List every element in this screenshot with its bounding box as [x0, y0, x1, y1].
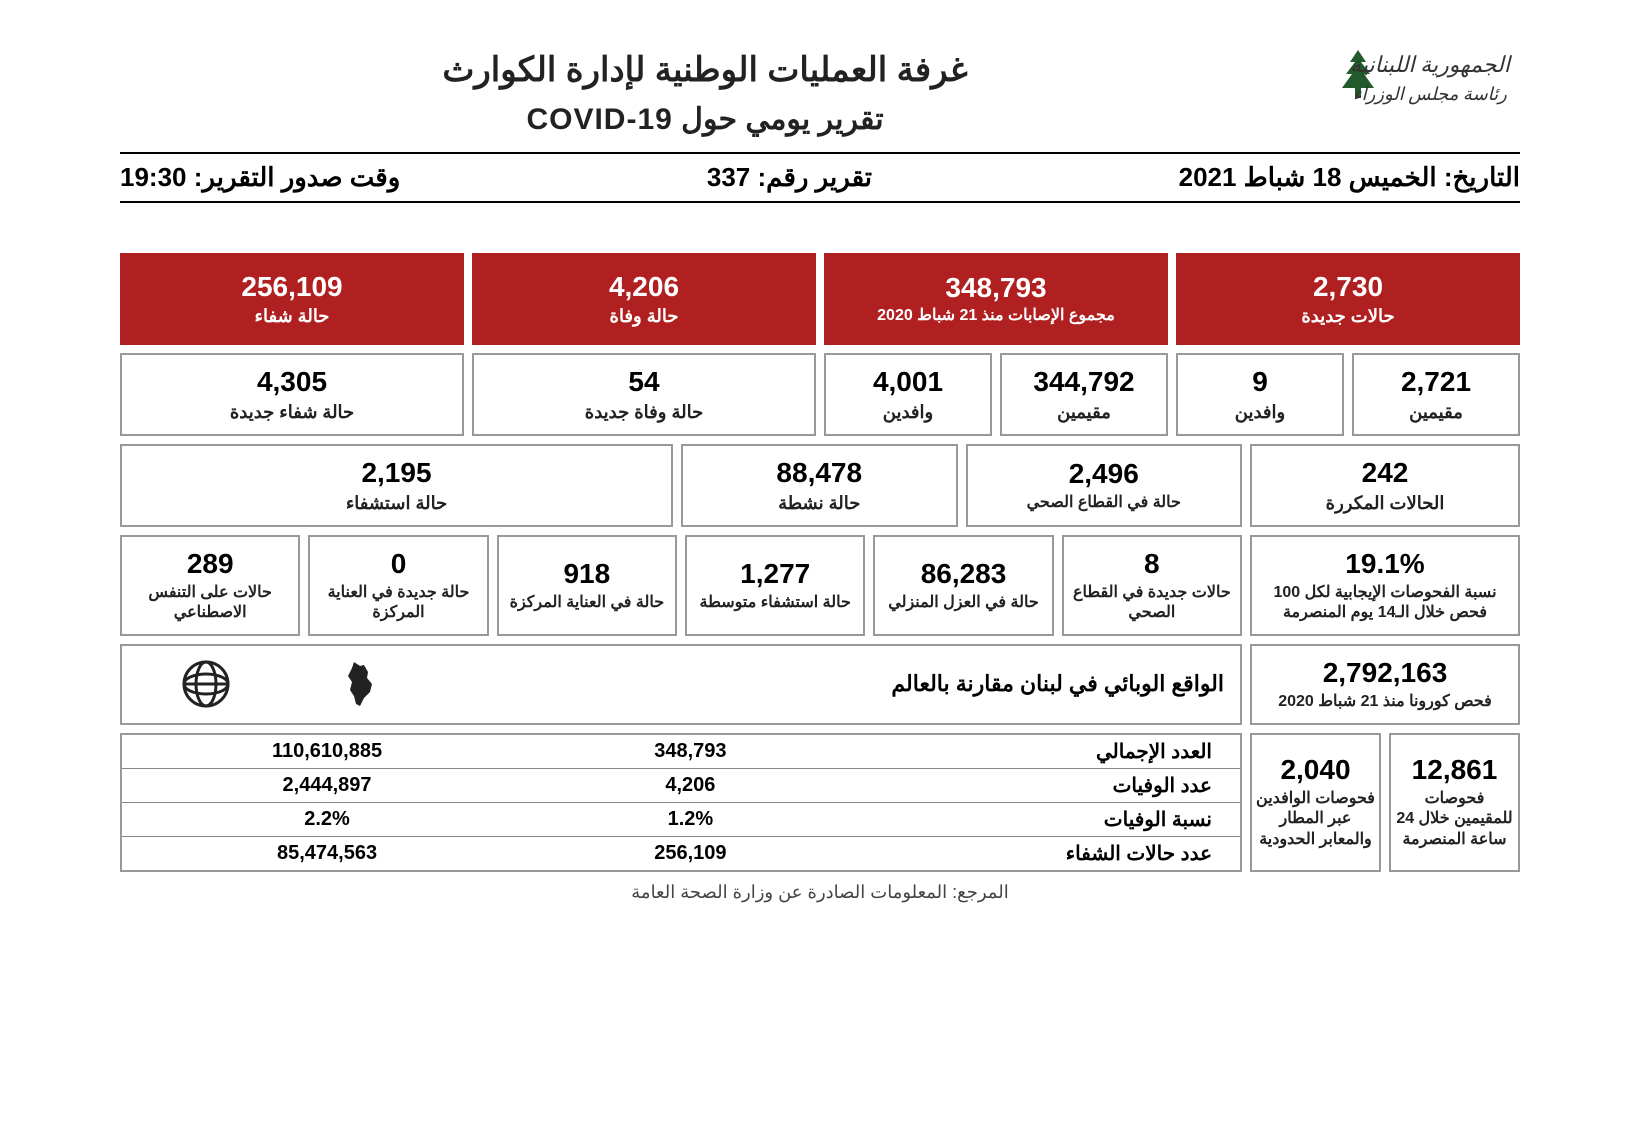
meta-bar: التاريخ: الخميس 18 شباط 2021 تقرير رقم: …	[120, 152, 1520, 203]
page-title-2: تقرير يومي حول COVID-19	[120, 102, 1290, 137]
globe-icon	[178, 656, 234, 712]
card-home-iso: 86,283 حالة في العزل المنزلي	[873, 535, 1053, 636]
card-new-cases: 2,730 حالات جديدة	[1176, 253, 1520, 345]
card-new-icu: 0 حالة جديدة في العناية المركزة	[308, 535, 488, 636]
card-hospitalized: 2,195 حالة استشفاء	[120, 444, 673, 527]
logo-text-1: الجمهورية اللبنانية	[1350, 52, 1513, 78]
table-row: عدد الوفيات4,2062,444,897	[122, 768, 1240, 802]
lebanon-gov-logo: الجمهورية اللبنانية رئاسة مجلس الوزراء	[1320, 40, 1520, 130]
card-recoveries: 256,109 حالة شفاء	[120, 253, 464, 345]
table-row: العدد الإجمالي348,793110,610,885	[122, 735, 1240, 769]
card-health-sector: 2,496 حالة في القطاع الصحي	[966, 444, 1243, 527]
card-new-health-sector: 8 حالات جديدة في القطاع الصحي	[1062, 535, 1242, 636]
table-row: عدد حالات الشفاء256,10985,474,563	[122, 836, 1240, 870]
footer-source: المرجع: المعلومات الصادرة عن وزارة الصحة…	[120, 882, 1520, 903]
card-new-recoveries: 4,305 حالة شفاء جديدة	[120, 353, 464, 436]
card-deaths: 4,206 حالة وفاة	[472, 253, 816, 345]
card-tests-arrivals: 2,040 فحوصات الوافدين عبر المطار والمعاب…	[1250, 733, 1381, 872]
logo-text-2: رئاسة مجلس الوزراء	[1353, 84, 1507, 105]
card-new-residents: 2,721 مقيمين	[1352, 353, 1520, 436]
card-total-cases: 348,793 مجموع الإصابات منذ 21 شباط 2020	[824, 253, 1168, 345]
card-active: 88,478 حالة نشطة	[681, 444, 958, 527]
table-row: نسبة الوفيات1.2%2.2%	[122, 802, 1240, 836]
world-compare-header: الواقع الوبائي في لبنان مقارنة بالعالم	[120, 644, 1242, 724]
card-icu: 918 حالة في العناية المركزة	[497, 535, 677, 636]
card-new-deaths: 54 حالة وفاة جديدة	[472, 353, 816, 436]
card-total-residents: 344,792 مقيمين	[1000, 353, 1168, 436]
card-hosp-moderate: 1,277 حالة استشفاء متوسطة	[685, 535, 865, 636]
page-title-1: غرفة العمليات الوطنية لإدارة الكوارث	[120, 50, 1290, 90]
card-total-tests: 2,792,163 فحص كورونا منذ 21 شباط 2020	[1250, 644, 1520, 724]
lebanon-icon	[334, 656, 390, 712]
card-total-arrivals: 4,001 وافدين	[824, 353, 992, 436]
world-compare-table: العدد الإجمالي348,793110,610,885عدد الوف…	[120, 733, 1242, 872]
card-tests-residents: 12,861 فحوصات للمقيمين خلال 24 ساعة المن…	[1389, 733, 1520, 872]
card-ventilator: 289 حالات على التنفس الاصطناعي	[120, 535, 300, 636]
card-new-arrivals: 9 وافدين	[1176, 353, 1344, 436]
card-repeated: 242 الحالات المكررة	[1250, 444, 1520, 527]
card-positivity: 19.1% نسبة الفحوصات الإيجابية لكل 100 فح…	[1250, 535, 1520, 636]
